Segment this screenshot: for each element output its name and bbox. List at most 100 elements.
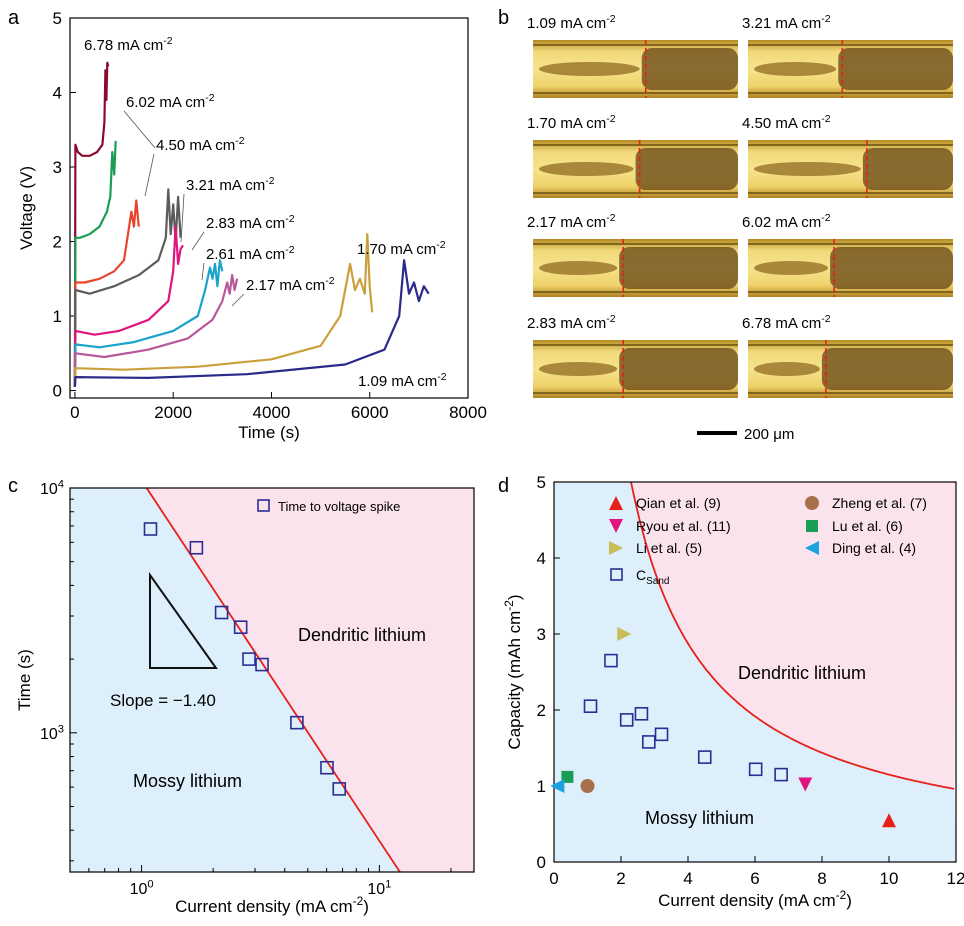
y-tick-label: 3 [537,625,546,644]
x-tick-label: 12 [947,869,964,888]
x-tick-label: 2000 [154,403,192,422]
series-label: 2.17 mA cm-2 [246,275,335,294]
lithium-growth-mossy [754,362,820,376]
legend-label: Qian et al. (9) [636,495,721,511]
plot-frame [69,17,469,399]
micrograph-label: 2.83 mA cm-2 [527,313,616,332]
series-label: 2.83 mA cm-2 [206,213,295,232]
lithium-growth-dendritic [838,48,953,90]
lithium-growth-dendritic [821,348,953,390]
y-tick-label: 104 [40,479,64,498]
data-point-square [214,605,229,620]
label-leader-line [123,110,156,149]
voltage-series-line [73,188,182,387]
legend-label-csand: CSand [636,567,669,587]
region-label-dendritic: Dendritic lithium [298,625,426,645]
x-tick-label: 0 [549,869,558,888]
data-point-square [233,620,248,635]
y-tick-label: 5 [53,9,62,28]
sand-curve [630,481,955,790]
label-leader-line [191,231,205,251]
legend-label: Time to voltage spike [278,499,400,514]
slope-triangle [149,571,218,669]
y-tick-label: 1 [537,777,546,796]
x-tick-label: 101 [367,879,391,898]
csand-point-square [604,653,618,668]
y-tick-label: 103 [40,723,64,742]
series-label: 4.50 mA cm-2 [156,135,245,154]
mossy-region [70,488,400,872]
legend-label: Ding et al. (4) [832,540,916,556]
region-label-dendritic: Dendritic lithium [738,663,866,683]
series-label: 6.02 mA cm-2 [126,92,215,111]
x-tick-label: 4 [683,869,692,888]
y-tick-label: 5 [537,473,546,492]
legend-marker [805,496,819,510]
label-leader-line [144,153,155,197]
data-point-square [320,760,334,775]
lithium-growth-mossy [754,261,829,275]
lithium-growth-dendritic [862,148,953,190]
lithium-growth-mossy [754,62,837,76]
series-label: 1.70 mA cm-2 [357,239,446,258]
literature-point [580,779,595,793]
y-axis-label: Voltage (V) [17,166,36,250]
x-tick-label: 10 [880,869,899,888]
voltage-series-line [73,233,374,387]
csand-point-square [619,713,634,727]
data-point-square [143,522,158,536]
label-leader-line [180,193,185,243]
csand-point-square [583,699,598,714]
fit-line [145,487,401,873]
literature-point [798,777,813,792]
x-tick-label: 8000 [449,403,487,422]
panel-c-time-chart: 100 101 103 104 Current density (mA cm-2) Tim… [15,479,475,916]
region-label-mossy: Mossy lithium [645,808,754,828]
x-tick-label: 100 [130,879,154,898]
legend-marker-csand [610,568,623,581]
series-label: 3.21 mA cm-2 [186,175,275,194]
legend-marker [805,541,819,555]
panel-letter-a: a [8,7,20,29]
slope-label: Slope = −1.40 [110,691,216,710]
lithium-growth-dendritic [830,247,953,289]
y-tick-label: 2 [537,701,546,720]
data-point-square [255,657,269,672]
data-point-square [242,652,256,666]
y-axis-label: Time (s) [15,649,34,711]
lithium-growth-dendritic [619,348,738,390]
lithium-growth-mossy [539,261,618,275]
series-label: 2.61 mA cm-2 [206,244,295,263]
micrograph-label: 1.70 mA cm-2 [527,113,616,132]
x-tick-label: 2 [616,869,625,888]
x-tick-label: 0 [70,403,79,422]
panel-a-voltage-chart: 0 2000 4000 6000 8000 0 1 2 3 4 5 Time (s) Voltage (… [17,9,487,442]
legend-label: Ryou et al. (11) [636,518,731,534]
data-point-square [189,540,204,555]
literature-point [617,627,632,641]
region-label-mossy: Mossy lithium [133,771,242,791]
mossy-region [554,482,956,862]
legend-label: Lu et al. (6) [832,518,903,534]
series-label: 1.09 mA cm-2 [358,371,447,390]
lithium-growth-mossy [539,162,634,176]
panel-letter-b: b [498,7,509,29]
y-tick-label: 0 [537,853,546,872]
scale-bar-label: 200 μm [744,426,794,443]
voltage-series-line [73,61,110,387]
lithium-growth-dendritic [635,148,738,190]
x-axis-label: Current density (mA cm-2) [658,888,852,910]
lithium-growth-mossy [754,162,861,176]
micrograph-label: 6.78 mA cm-2 [742,313,831,332]
data-point-square [332,782,347,796]
y-tick-label: 4 [53,84,62,103]
x-tick-label: 6 [750,869,759,888]
panel-letter-d: d [498,475,509,497]
literature-point [882,813,896,828]
y-tick-label: 1 [53,307,62,326]
y-axis-label: Capacity (mAh cm-2) [502,594,524,749]
x-tick-label: 8 [817,869,826,888]
voltage-series-line [73,274,239,387]
